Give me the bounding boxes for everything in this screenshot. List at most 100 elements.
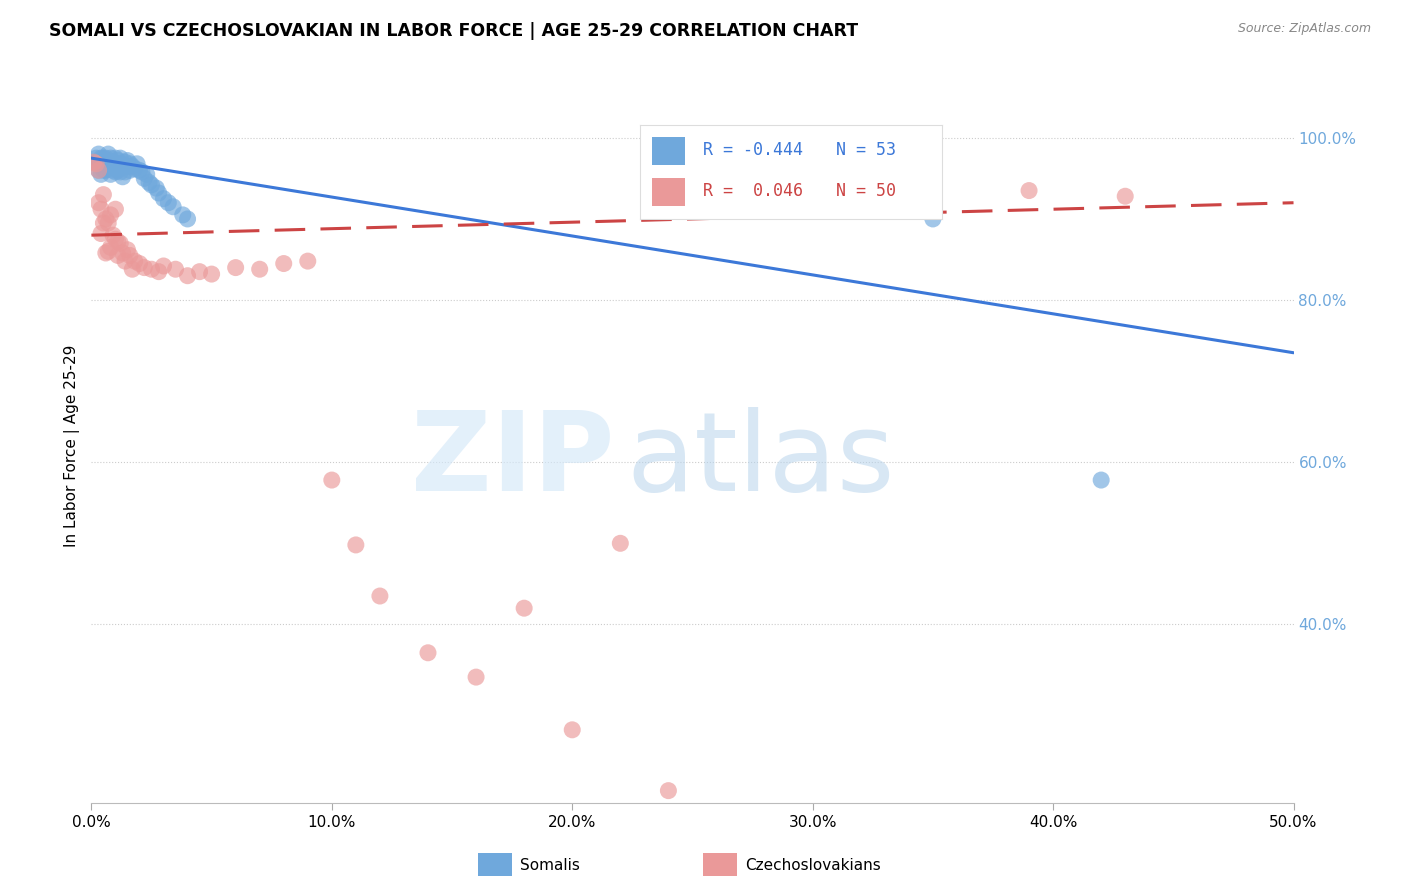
Point [101,228,124,243]
Point [104,202,127,217]
Point [657,783,679,797]
Point [176,268,198,283]
Point [90,227,112,241]
Point [90,202,112,217]
Point [344,538,367,552]
Point [157,195,180,210]
Point [114,165,136,179]
Y-axis label: In Labor Force | Age 25-29: In Labor Force | Age 25-29 [65,345,80,547]
Point [110,165,132,179]
Point [100,167,122,181]
Point [97,159,120,173]
Point [165,262,187,277]
Point [465,670,488,684]
Point [94,246,117,260]
Point [321,473,343,487]
Point [104,151,127,165]
Point [188,265,211,279]
Bar [652,178,685,206]
Point [94,151,117,165]
Text: SOMALI VS CZECHOSLOVAKIAN IN LABOR FORCE | AGE 25-29 CORRELATION CHART: SOMALI VS CZECHOSLOVAKIAN IN LABOR FORCE… [49,22,858,40]
Point [97,244,120,259]
Point [176,211,198,226]
Point [97,147,120,161]
Text: atlas: atlas [626,407,894,514]
Point [107,153,129,168]
Text: Source: ZipAtlas.com: Source: ZipAtlas.com [1237,22,1371,36]
Point [93,216,115,230]
Point [93,187,115,202]
Point [100,151,122,165]
Point [101,155,124,169]
Point [117,153,139,168]
Point [121,262,143,277]
Point [110,151,132,165]
Point [118,157,141,171]
Point [87,163,110,178]
Text: ZIP: ZIP [411,407,614,514]
Point [100,208,122,222]
Point [110,236,132,251]
Point [104,165,127,179]
Point [94,159,117,173]
Point [97,216,120,230]
Point [118,248,141,262]
Point [114,155,136,169]
Point [83,155,105,169]
Point [107,235,129,249]
Point [104,159,127,173]
Point [125,157,148,171]
Point [297,254,319,268]
Point [609,536,631,550]
Text: N = 53: N = 53 [837,141,896,159]
Point [93,163,115,178]
Point [124,254,146,268]
Point [117,243,139,257]
Point [87,195,110,210]
Point [172,208,194,222]
Point [148,265,170,279]
Point [162,200,184,214]
Point [416,646,439,660]
Point [87,147,110,161]
Text: R =  0.046: R = 0.046 [703,182,803,201]
Point [225,260,247,275]
Point [368,589,391,603]
Point [513,601,536,615]
Point [141,178,163,192]
Point [121,159,143,173]
Bar [652,137,685,165]
Point [101,163,124,178]
Point [148,186,170,200]
Point [84,157,107,171]
Point [94,211,117,226]
Point [84,151,107,165]
Point [93,151,115,165]
Text: Czechoslovakians: Czechoslovakians [745,858,882,872]
Point [152,192,174,206]
Point [1114,189,1136,203]
Point [249,262,271,277]
Point [128,163,150,178]
Point [134,260,156,275]
Point [114,254,136,268]
Point [104,232,127,246]
Point [111,159,134,173]
Point [152,259,174,273]
Text: Somalis: Somalis [520,858,581,872]
Point [94,163,117,178]
Text: N = 50: N = 50 [837,182,896,201]
Point [131,165,153,179]
Point [138,176,160,190]
Point [128,256,150,270]
Point [110,157,132,171]
Point [135,167,157,181]
Point [100,157,122,171]
Point [117,159,139,173]
Point [145,181,167,195]
Point [124,161,146,176]
Point [100,240,122,254]
Point [87,163,110,178]
Point [93,155,115,169]
Point [90,151,112,165]
